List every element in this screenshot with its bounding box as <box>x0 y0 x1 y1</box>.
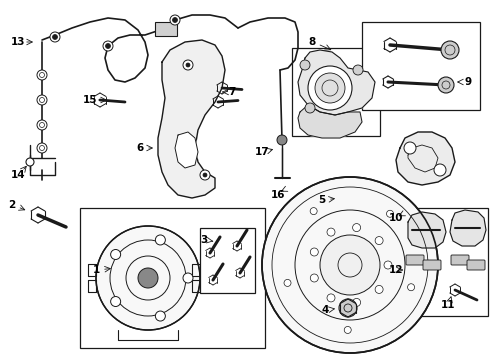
Circle shape <box>315 73 345 103</box>
Polygon shape <box>396 132 455 185</box>
Text: 8: 8 <box>308 37 316 47</box>
Circle shape <box>310 208 317 215</box>
Circle shape <box>37 143 47 153</box>
Circle shape <box>375 237 383 244</box>
Circle shape <box>203 173 207 177</box>
Circle shape <box>434 164 446 176</box>
FancyBboxPatch shape <box>406 255 424 265</box>
Circle shape <box>96 226 200 330</box>
Circle shape <box>441 41 459 59</box>
Circle shape <box>200 170 210 180</box>
Text: 16: 16 <box>271 190 285 200</box>
Text: 10: 10 <box>389 213 403 223</box>
Bar <box>200 228 255 293</box>
Text: 9: 9 <box>465 77 471 87</box>
Circle shape <box>284 279 291 287</box>
Circle shape <box>404 142 416 154</box>
Text: 14: 14 <box>11 170 25 180</box>
Text: 3: 3 <box>200 235 208 245</box>
Bar <box>362 22 480 110</box>
Circle shape <box>26 158 34 166</box>
Polygon shape <box>175 132 198 168</box>
Circle shape <box>328 243 372 287</box>
Text: 11: 11 <box>441 300 455 310</box>
Text: 12: 12 <box>389 265 403 275</box>
Circle shape <box>310 248 318 256</box>
Circle shape <box>375 285 383 293</box>
Circle shape <box>111 297 121 306</box>
Circle shape <box>353 224 361 231</box>
Circle shape <box>50 32 60 42</box>
Circle shape <box>408 284 415 291</box>
FancyBboxPatch shape <box>451 255 469 265</box>
Polygon shape <box>298 50 375 115</box>
Circle shape <box>327 228 335 236</box>
Circle shape <box>262 177 438 353</box>
Circle shape <box>353 298 361 306</box>
Circle shape <box>438 77 454 93</box>
Circle shape <box>320 235 380 295</box>
Polygon shape <box>450 210 486 246</box>
Circle shape <box>105 44 111 49</box>
Circle shape <box>387 210 393 217</box>
Circle shape <box>300 60 310 70</box>
Text: 5: 5 <box>318 195 326 205</box>
Text: 13: 13 <box>11 37 25 47</box>
Circle shape <box>52 35 57 40</box>
Circle shape <box>138 268 158 288</box>
Bar <box>80 208 265 348</box>
Circle shape <box>155 235 165 245</box>
Text: 1: 1 <box>93 265 99 275</box>
Circle shape <box>353 65 363 75</box>
Circle shape <box>172 18 177 22</box>
Text: 2: 2 <box>8 200 16 210</box>
Text: 6: 6 <box>136 143 144 153</box>
Polygon shape <box>158 40 225 198</box>
Circle shape <box>339 299 357 317</box>
Circle shape <box>183 273 193 283</box>
Bar <box>400 208 488 316</box>
Circle shape <box>384 261 392 269</box>
FancyBboxPatch shape <box>467 260 485 270</box>
Text: 4: 4 <box>321 305 329 315</box>
Circle shape <box>186 63 190 67</box>
Text: 15: 15 <box>83 95 97 105</box>
FancyBboxPatch shape <box>423 260 441 270</box>
Bar <box>155 22 177 36</box>
Polygon shape <box>298 105 362 138</box>
Circle shape <box>310 274 318 282</box>
Circle shape <box>327 294 335 302</box>
Circle shape <box>305 103 315 113</box>
Circle shape <box>277 135 287 145</box>
Circle shape <box>37 70 47 80</box>
Polygon shape <box>408 212 446 248</box>
Circle shape <box>344 327 351 333</box>
Bar <box>292 48 380 136</box>
Circle shape <box>170 15 180 25</box>
Circle shape <box>103 41 113 51</box>
Circle shape <box>183 60 193 70</box>
Circle shape <box>155 311 165 321</box>
Circle shape <box>37 120 47 130</box>
Text: 7: 7 <box>228 87 236 97</box>
Circle shape <box>111 249 121 260</box>
Circle shape <box>37 95 47 105</box>
Text: 17: 17 <box>255 147 270 157</box>
Circle shape <box>308 66 352 110</box>
